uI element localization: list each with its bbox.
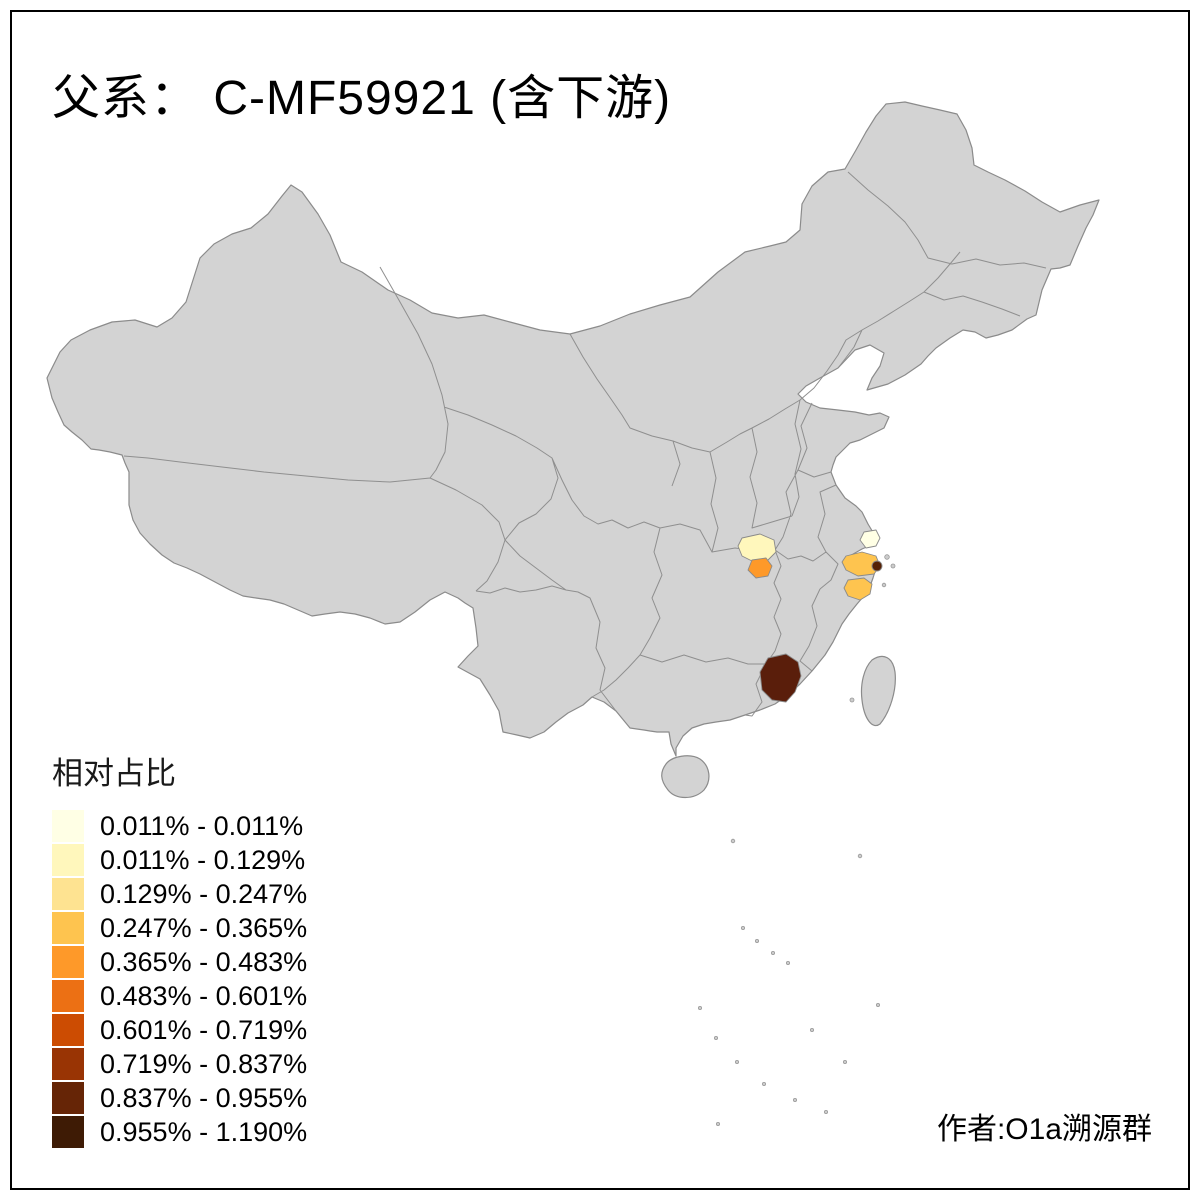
legend-swatch: [52, 1116, 84, 1148]
south-china-sea-islands: [698, 838, 881, 1127]
legend-item: 0.955% - 1.190%: [52, 1115, 307, 1149]
legend-label: 0.011% - 0.129%: [100, 844, 306, 875]
legend-swatch: [52, 1082, 84, 1114]
region-north-zhejiang: [841, 551, 881, 577]
page-title: 父系： C-MF59921 (含下游): [52, 72, 672, 125]
legend-item: 0.247% - 0.365%: [52, 911, 307, 945]
region-south-zhejiang: [843, 577, 873, 601]
region-zhoushan-dark-spot: [871, 560, 883, 572]
legend-swatch-color: [52, 912, 84, 944]
legend-swatch-color: [52, 980, 84, 1012]
legend-label: 0.365% - 0.483%: [100, 946, 308, 977]
legend-label: 0.483% - 0.601%: [100, 980, 308, 1011]
legend-item: 0.365% - 0.483%: [52, 945, 307, 979]
legend-label: 0.837% - 0.955%: [100, 1082, 308, 1113]
legend-title: 相对占比: [52, 756, 176, 791]
region-shanghai: [859, 529, 881, 549]
legend-swatch: [52, 1048, 84, 1080]
legend-label: 0.247% - 0.365%: [100, 912, 308, 943]
highlighted-regions: [737, 529, 883, 703]
legend-item: 0.011% - 0.011%: [52, 809, 307, 843]
legend-swatch: [52, 946, 84, 978]
legend-item: 0.011% - 0.129%: [52, 843, 307, 877]
taiwan-island: [860, 655, 896, 727]
coastal-islands: [849, 554, 896, 703]
legend-swatch: [52, 912, 84, 944]
legend-label: 0.955% - 1.190%: [100, 1116, 308, 1147]
legend-swatch: [52, 878, 84, 910]
legend-swatch: [52, 810, 84, 842]
legend-swatch-color: [52, 1014, 84, 1046]
legend-swatch-color: [52, 1048, 84, 1080]
region-central-china-orange: [747, 557, 773, 579]
legend-swatch-color: [52, 1116, 84, 1148]
region-east-guangdong: [759, 653, 802, 703]
legend-swatch: [52, 1014, 84, 1046]
legend: 相对占比 0.011% - 0.011% 0.011% - 0.129% 0.1…: [52, 748, 307, 1149]
legend-label: 0.011% - 0.011%: [100, 810, 304, 841]
china-mainland: [46, 101, 1100, 757]
legend-label: 0.601% - 0.719%: [100, 1014, 308, 1045]
province-borders: [123, 171, 1047, 717]
legend-swatch: [52, 844, 84, 876]
legend-swatch-color: [52, 844, 84, 876]
legend-swatch-color: [52, 1082, 84, 1114]
legend-item: 0.719% - 0.837%: [52, 1047, 307, 1081]
legend-swatch-color: [52, 878, 84, 910]
legend-label: 0.719% - 0.837%: [100, 1048, 308, 1079]
hainan-island: [661, 755, 710, 799]
legend-item: 0.483% - 0.601%: [52, 979, 307, 1013]
legend-swatch: [52, 980, 84, 1012]
legend-swatch-color: [52, 946, 84, 978]
legend-label: 0.129% - 0.247%: [100, 878, 308, 909]
legend-item: 0.129% - 0.247%: [52, 877, 307, 911]
legend-item: 0.837% - 0.955%: [52, 1081, 307, 1115]
legend-item: 0.601% - 0.719%: [52, 1013, 307, 1047]
legend-swatch-color: [52, 810, 84, 842]
attribution: 作者:O1a溯源群: [936, 1113, 1152, 1146]
